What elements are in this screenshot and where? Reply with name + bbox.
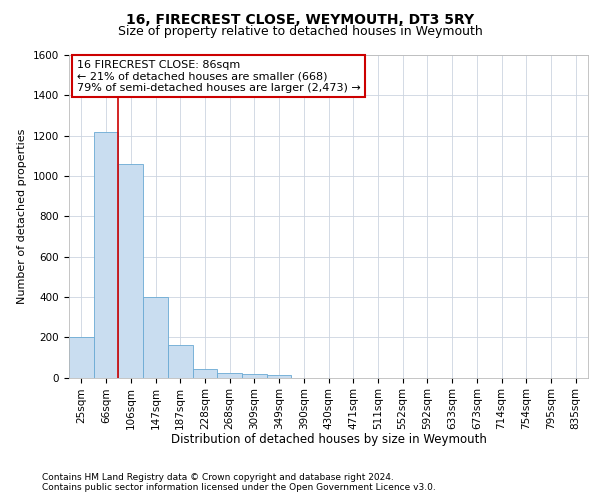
Text: Size of property relative to detached houses in Weymouth: Size of property relative to detached ho… <box>118 25 482 38</box>
Text: Contains HM Land Registry data © Crown copyright and database right 2024.: Contains HM Land Registry data © Crown c… <box>42 472 394 482</box>
Bar <box>118 164 143 378</box>
Bar <box>143 297 168 378</box>
Bar <box>193 370 217 378</box>
Text: 16 FIRECREST CLOSE: 86sqm
← 21% of detached houses are smaller (668)
79% of semi: 16 FIRECREST CLOSE: 86sqm ← 21% of detac… <box>77 60 361 93</box>
Bar <box>242 374 267 378</box>
Bar <box>69 337 94 378</box>
Text: Contains public sector information licensed under the Open Government Licence v3: Contains public sector information licen… <box>42 484 436 492</box>
Bar <box>217 374 242 378</box>
Text: Distribution of detached houses by size in Weymouth: Distribution of detached houses by size … <box>171 432 487 446</box>
Text: 16, FIRECREST CLOSE, WEYMOUTH, DT3 5RY: 16, FIRECREST CLOSE, WEYMOUTH, DT3 5RY <box>126 12 474 26</box>
Bar <box>267 376 292 378</box>
Y-axis label: Number of detached properties: Number of detached properties <box>17 128 28 304</box>
Bar <box>94 132 118 378</box>
Bar <box>168 345 193 378</box>
